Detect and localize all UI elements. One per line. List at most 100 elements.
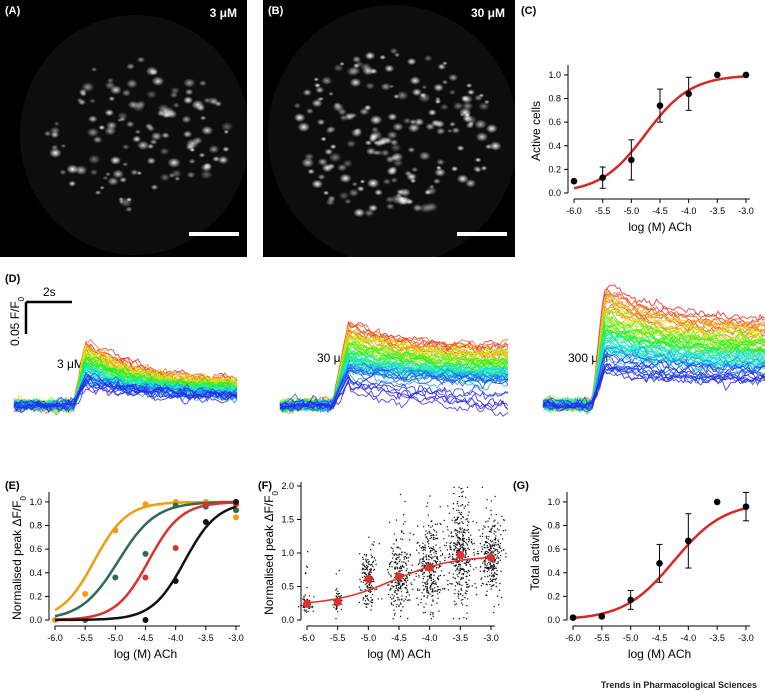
scatter-point: [428, 555, 430, 558]
scatter-point: [430, 526, 432, 528]
cell: [362, 66, 375, 76]
scatter-point: [400, 538, 402, 540]
scatter-point: [397, 556, 399, 559]
scatter-point: [445, 542, 448, 544]
cell: [199, 80, 207, 87]
scatter-point: [392, 618, 394, 620]
scatter-point: [432, 594, 434, 597]
data-point: [685, 537, 692, 545]
scatter-point: [456, 561, 458, 564]
scatter-point: [466, 561, 468, 564]
scatter-point: [436, 585, 439, 588]
scatter-point: [462, 530, 465, 532]
series-point-green: [172, 502, 179, 509]
cell: [126, 197, 132, 202]
scatter-point: [398, 553, 401, 555]
scatter-point: [307, 551, 309, 553]
scatter-point: [430, 579, 432, 582]
cell: [392, 122, 404, 132]
scatter-point: [458, 563, 460, 566]
cell: [321, 163, 334, 173]
scatter-point: [310, 606, 312, 608]
scatter-point: [393, 609, 395, 611]
scatter-point: [467, 520, 469, 522]
scatter-point: [388, 584, 390, 586]
scatter-point: [473, 552, 475, 554]
scatter-point: [367, 599, 370, 601]
scatter-point: [451, 519, 453, 521]
scatter-point: [481, 548, 484, 550]
scatter-point: [494, 524, 496, 527]
scatter-point: [432, 615, 434, 617]
scatter-point: [463, 531, 465, 533]
scatter-point: [478, 529, 480, 531]
scatter-point: [406, 589, 408, 591]
cell: [86, 127, 100, 138]
scatter-point: [423, 575, 425, 578]
cell: [313, 77, 319, 82]
scatter-point: [471, 585, 473, 587]
scatter-point: [434, 583, 436, 585]
scatter-point: [422, 560, 424, 563]
scatter-point: [461, 567, 463, 570]
cell: [223, 129, 229, 134]
cell: [364, 140, 373, 146]
scatter-point: [494, 539, 497, 541]
scatter-point: [362, 558, 364, 561]
scatter-point: [485, 541, 488, 543]
calcium-trace: [542, 347, 765, 411]
scatter-point: [435, 567, 438, 569]
scatter-point: [395, 539, 398, 542]
scatter-point: [433, 574, 435, 576]
cell: [375, 149, 383, 156]
scatter-point: [449, 545, 451, 547]
scatter-point: [495, 548, 497, 551]
scatter-point: [394, 561, 397, 563]
scatter-point: [364, 583, 367, 585]
scatter-point: [371, 593, 374, 596]
scatter-point: [487, 546, 489, 548]
journal-footer: Trends in Pharmacological Sciences: [600, 680, 757, 690]
scatter-point: [367, 558, 369, 561]
scatter-point: [430, 532, 432, 534]
cell: [186, 138, 199, 149]
scatter-point: [483, 571, 486, 573]
scatter-point: [432, 546, 435, 548]
scatter-point: [425, 530, 427, 532]
scatter-point: [483, 525, 485, 527]
scatter-point: [434, 560, 436, 562]
cell: [109, 85, 122, 95]
scatter-point: [396, 563, 398, 565]
scatter-point: [447, 583, 449, 586]
scatter-point: [472, 520, 474, 523]
scatter-point: [447, 579, 449, 582]
cell: [311, 99, 323, 108]
scatter-point: [365, 603, 367, 605]
scatter-point: [453, 550, 455, 552]
scatter-point: [426, 532, 428, 534]
scatter-point: [493, 533, 495, 535]
scatter-point: [488, 567, 490, 569]
scatter-point: [421, 565, 423, 567]
panel-g: (G) -6.0 -5.5 -5.0 -4.5 -4.0 -3.5 -3.0 0.0 0.2 0.…: [510, 475, 765, 685]
cell: [201, 125, 214, 135]
scatter-point: [421, 569, 424, 572]
scatter-point: [370, 548, 372, 551]
scatter-point: [366, 597, 368, 600]
scatter-point: [464, 505, 467, 507]
scatter-point: [466, 486, 469, 488]
cell: [368, 204, 379, 212]
scatter-point: [397, 584, 400, 586]
x-tick-label: -6.0: [565, 633, 581, 643]
cell: [99, 185, 105, 190]
scatter-point: [467, 583, 469, 585]
scatter-point: [436, 590, 438, 593]
scatter-point: [427, 591, 429, 593]
cell: [349, 77, 362, 88]
scatter-point: [304, 594, 307, 596]
scatter-point: [490, 528, 492, 530]
cell: [119, 116, 126, 122]
cell: [297, 122, 311, 132]
calcium-trace: [279, 349, 509, 411]
scatter-point: [391, 552, 393, 555]
